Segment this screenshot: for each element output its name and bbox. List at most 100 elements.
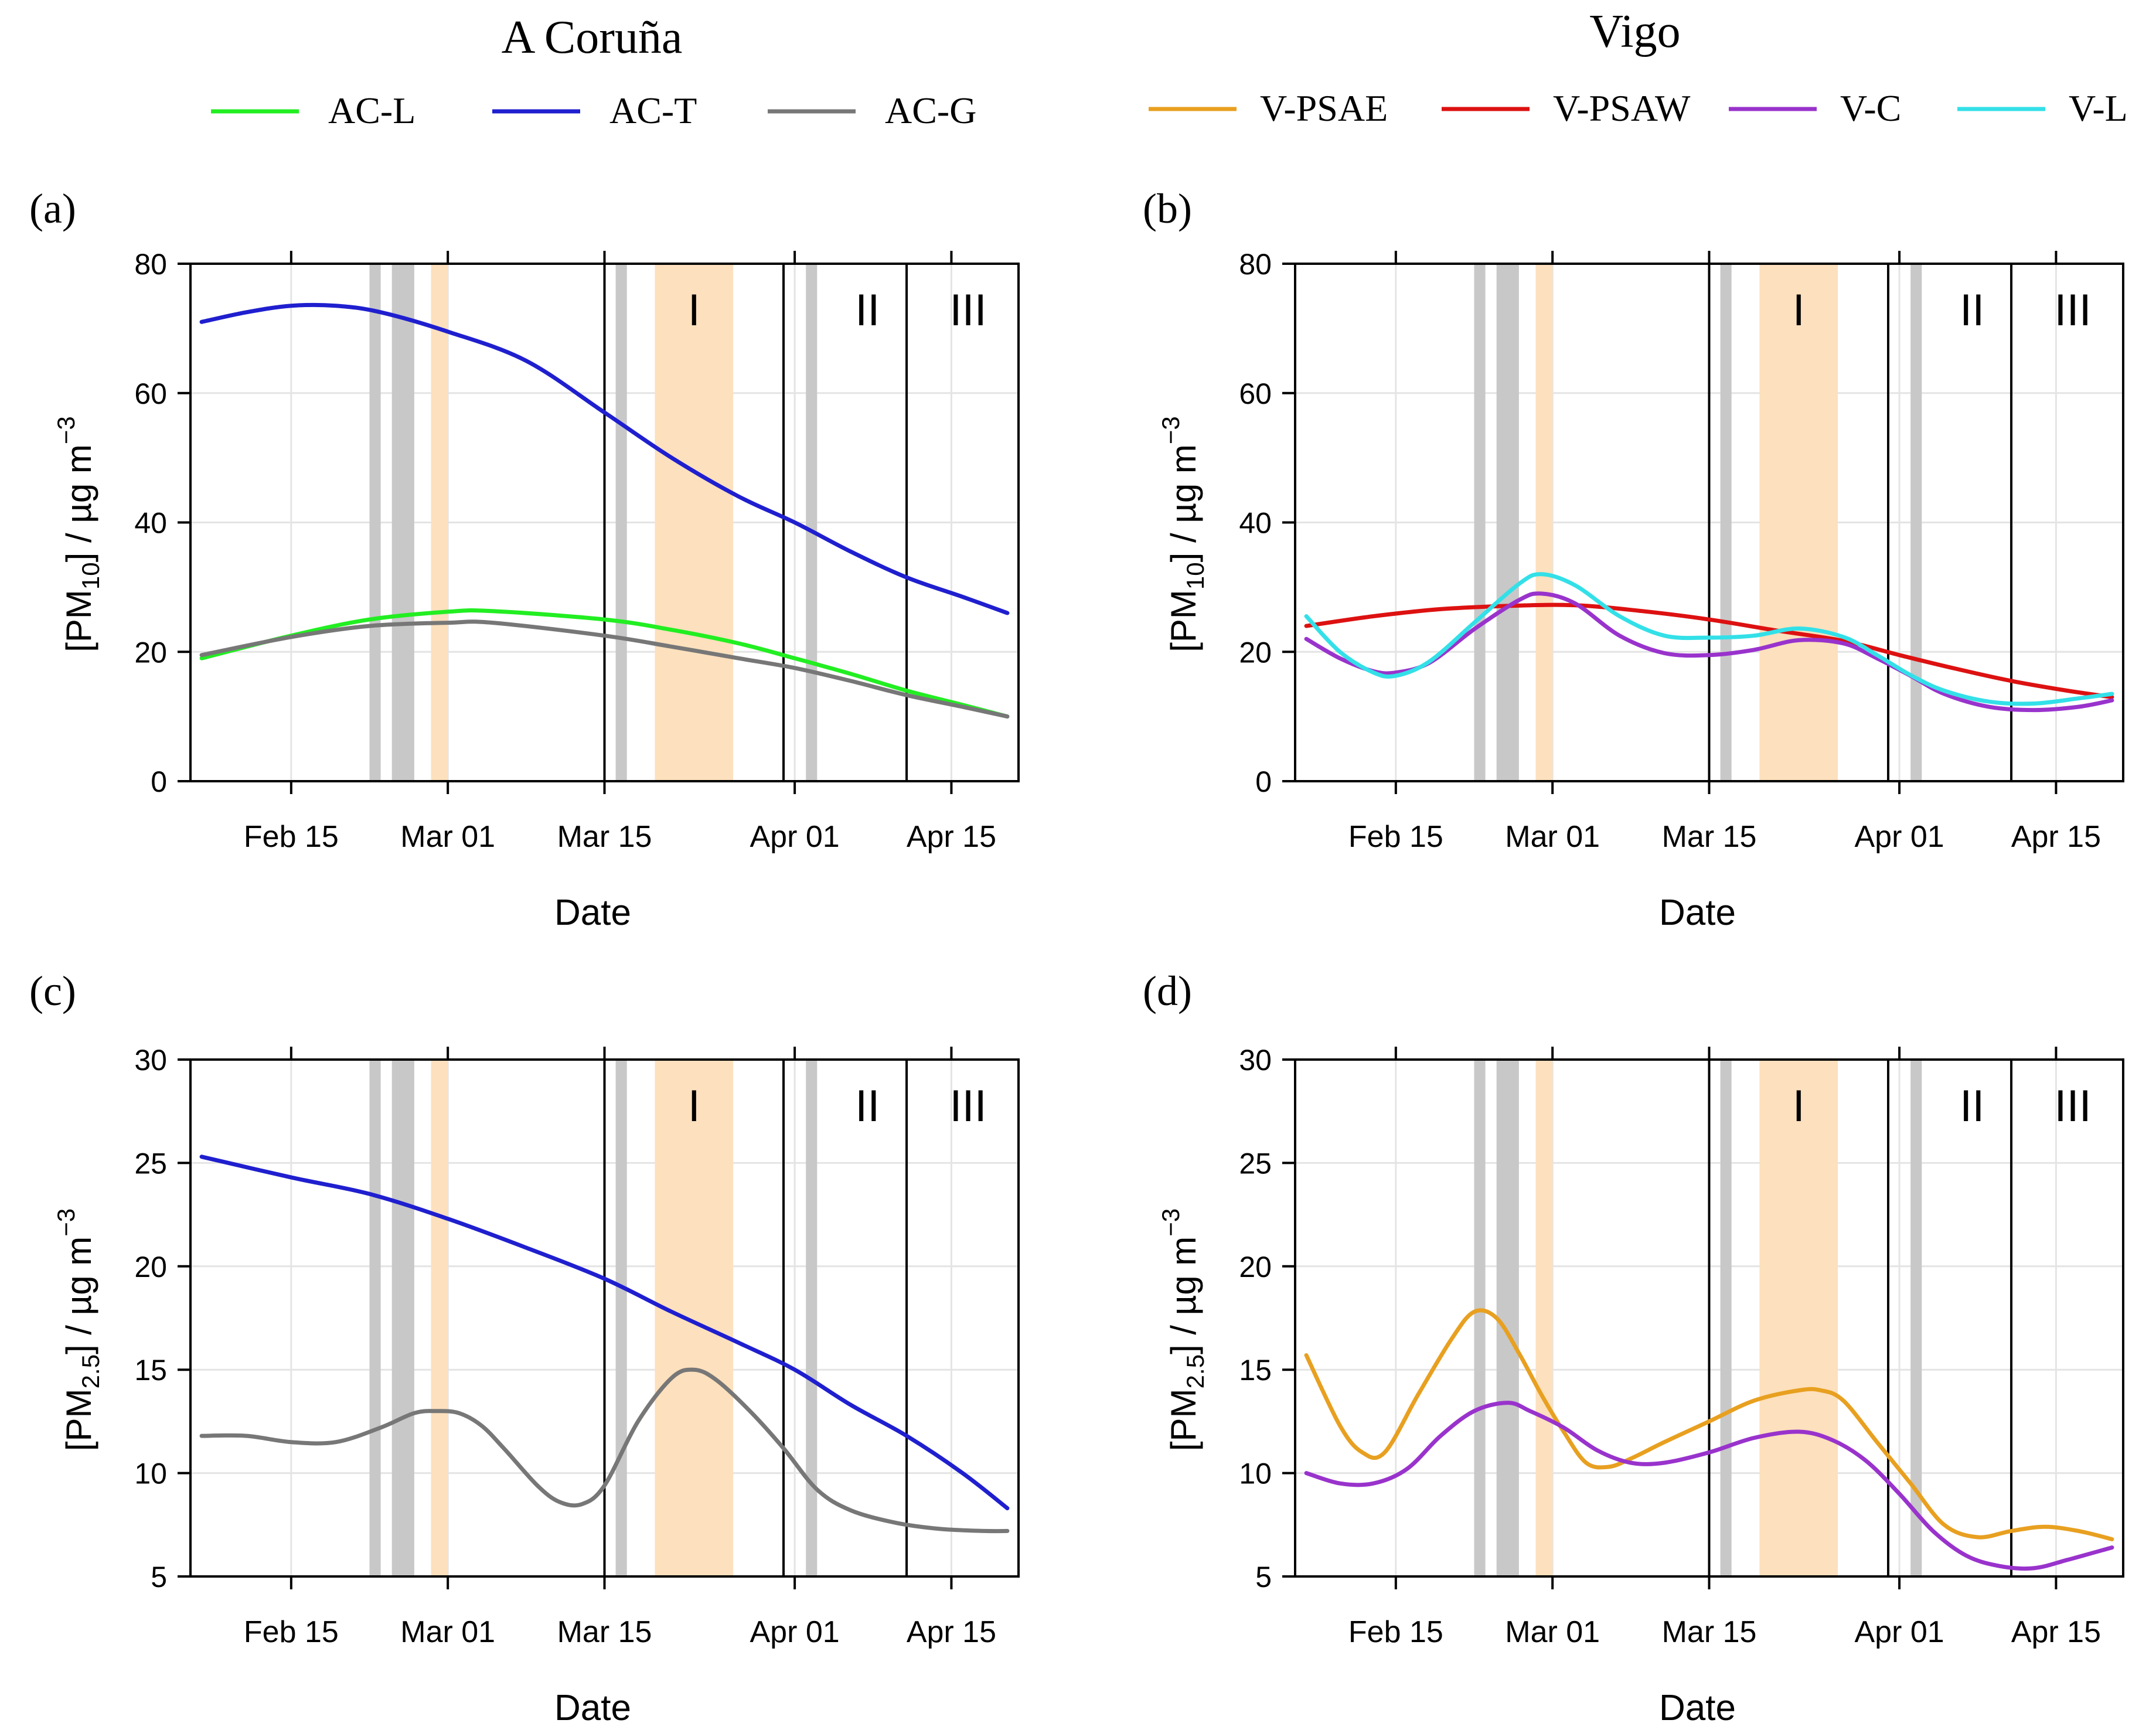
period-label-ii: II bbox=[855, 1081, 880, 1131]
gray-band bbox=[1910, 1060, 1922, 1576]
y-tick-label: 40 bbox=[134, 507, 167, 540]
period-label-iii: III bbox=[949, 1081, 986, 1131]
y-axis-label: [PM10] / µg m−3 bbox=[1157, 416, 1209, 652]
orange-band bbox=[655, 1060, 734, 1576]
y-axis-label-sup: −3 bbox=[1157, 1208, 1184, 1237]
x-tick-label: Apr 15 bbox=[2011, 820, 2101, 854]
series-line-v-c bbox=[1304, 1401, 2114, 1571]
legend-label-ac-l: AC-L bbox=[328, 90, 415, 131]
y-axis-label: [PM2.5] / µg m−3 bbox=[52, 1208, 104, 1451]
gray-band bbox=[806, 264, 818, 781]
legend-label-v-l: V-L bbox=[2069, 87, 2128, 129]
period-label-i: I bbox=[688, 285, 700, 335]
panel-label-c: (c) bbox=[29, 968, 76, 1014]
y-tick-label: 20 bbox=[134, 636, 167, 669]
series-line-v-psae bbox=[1304, 1308, 2114, 1541]
y-tick-label: 5 bbox=[1255, 1561, 1272, 1593]
y-axis-label-tail: ] / µg m bbox=[1164, 1237, 1203, 1354]
period-label-iii: III bbox=[949, 285, 986, 335]
y-axis-label-sub: 2.5 bbox=[1181, 1354, 1209, 1388]
gray-band bbox=[615, 264, 627, 781]
legend-vigo: Vigo V-PSAE V-PSAW V-C V-L bbox=[1149, 6, 2128, 129]
y-axis-label-tail: ] / µg m bbox=[59, 444, 98, 562]
x-tick-label: Apr 15 bbox=[2011, 1615, 2101, 1649]
x-axis-label: Date bbox=[1659, 893, 1736, 933]
gray-band bbox=[1496, 1060, 1519, 1576]
y-axis-label-sup: −3 bbox=[52, 416, 80, 444]
y-axis-label-sup: −3 bbox=[52, 1208, 80, 1237]
orange-band bbox=[1535, 1060, 1553, 1576]
legend-title-a-coruna: A Coruña bbox=[502, 12, 683, 63]
period-label-ii: II bbox=[1960, 285, 1984, 335]
x-tick-label: Mar 01 bbox=[1505, 820, 1600, 854]
x-tick-label: Feb 15 bbox=[1348, 1615, 1443, 1649]
gray-band bbox=[369, 264, 381, 781]
y-axis-label-sub: 10 bbox=[1181, 562, 1209, 590]
gray-band bbox=[806, 1060, 818, 1576]
legend-a-coruna: A Coruña AC-L AC-T AC-G bbox=[211, 12, 976, 131]
y-tick-label: 40 bbox=[1239, 507, 1272, 540]
gray-band bbox=[1474, 264, 1486, 781]
gray-band bbox=[1720, 264, 1732, 781]
x-tick-label: Feb 15 bbox=[244, 1615, 339, 1649]
y-tick-label: 60 bbox=[1239, 377, 1272, 410]
panel-label-b: (b) bbox=[1143, 185, 1192, 232]
gray-band bbox=[391, 264, 414, 781]
orange-band bbox=[1759, 264, 1838, 781]
x-axis-label: Date bbox=[554, 893, 631, 933]
y-axis-label-main: [PM bbox=[59, 1388, 98, 1451]
y-tick-label: 20 bbox=[1239, 1251, 1272, 1283]
orange-band bbox=[431, 264, 448, 781]
period-label-i: I bbox=[1793, 1081, 1805, 1131]
gray-band bbox=[391, 1060, 414, 1576]
y-axis-label-sub: 10 bbox=[77, 562, 104, 590]
y-tick-label: 30 bbox=[1239, 1044, 1272, 1077]
x-tick-label: Mar 01 bbox=[400, 1615, 495, 1649]
y-tick-label: 20 bbox=[1239, 636, 1272, 669]
x-tick-label: Apr 15 bbox=[907, 1615, 996, 1649]
y-axis-label: [PM10] / µg m−3 bbox=[52, 416, 104, 652]
period-label-i: I bbox=[688, 1081, 700, 1131]
y-tick-label: 60 bbox=[134, 377, 167, 410]
y-tick-label: 5 bbox=[151, 1561, 167, 1593]
panel-label-a: (a) bbox=[29, 185, 76, 232]
y-axis-label-main: [PM bbox=[1164, 590, 1203, 652]
x-tick-label: Apr 01 bbox=[1854, 1615, 1944, 1649]
y-axis-label-tail: ] / µg m bbox=[59, 1237, 98, 1354]
x-axis-label: Date bbox=[554, 1688, 631, 1728]
series-line-ac-t bbox=[199, 302, 1010, 615]
x-tick-label: Apr 01 bbox=[1854, 820, 1944, 854]
y-tick-label: 80 bbox=[1239, 248, 1272, 281]
legend-label-ac-g: AC-G bbox=[885, 90, 976, 131]
series-line-v-l bbox=[1304, 572, 2114, 706]
series-line-ac-g bbox=[199, 619, 1010, 719]
x-axis-label: Date bbox=[1659, 1688, 1736, 1728]
legend-label-v-psae: V-PSAE bbox=[1260, 87, 1388, 129]
x-tick-label: Feb 15 bbox=[244, 820, 339, 854]
y-tick-label: 25 bbox=[134, 1147, 167, 1180]
series-line-v-psaw bbox=[1304, 602, 2114, 699]
y-tick-label: 10 bbox=[1239, 1457, 1272, 1490]
y-axis-label-sup: −3 bbox=[1157, 416, 1184, 444]
period-label-i: I bbox=[1793, 285, 1805, 335]
x-tick-label: Mar 15 bbox=[557, 820, 652, 854]
y-tick-label: 20 bbox=[134, 1251, 167, 1283]
x-tick-label: Apr 01 bbox=[750, 1615, 839, 1649]
y-tick-label: 30 bbox=[134, 1044, 167, 1077]
y-axis-label-main: [PM bbox=[1164, 1388, 1203, 1451]
series-line-ac-l bbox=[199, 608, 1010, 719]
y-tick-label: 10 bbox=[134, 1457, 167, 1490]
orange-band bbox=[655, 264, 734, 781]
y-axis-label: [PM2.5] / µg m−3 bbox=[1157, 1208, 1209, 1451]
orange-band bbox=[1535, 264, 1553, 781]
period-label-ii: II bbox=[855, 285, 880, 335]
gray-band bbox=[615, 1060, 627, 1576]
y-tick-label: 25 bbox=[1239, 1147, 1272, 1180]
series-line-ac-g bbox=[199, 1367, 1010, 1534]
x-tick-label: Feb 15 bbox=[1348, 820, 1443, 854]
gray-band bbox=[1496, 264, 1519, 781]
x-tick-label: Mar 15 bbox=[1662, 820, 1757, 854]
